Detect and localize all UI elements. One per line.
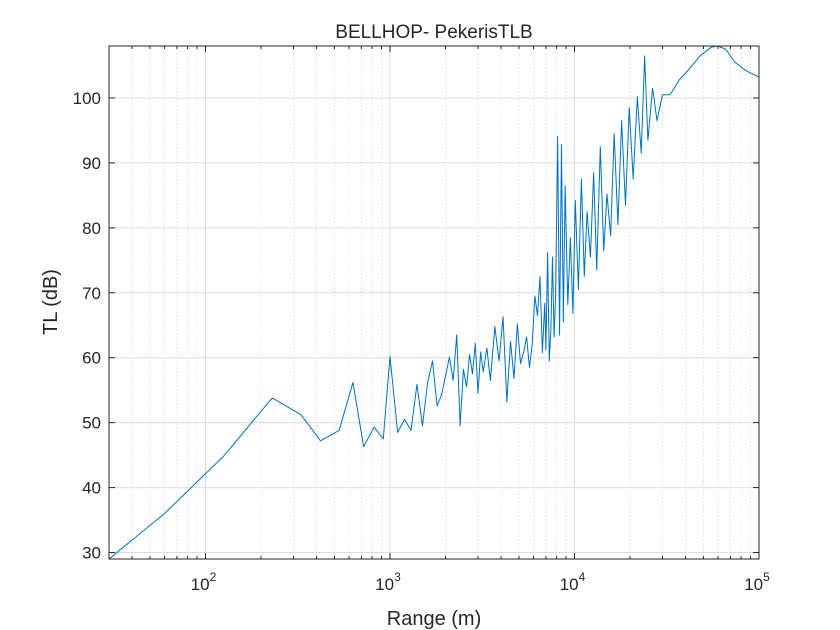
x-tick-labels: 102 103 104 105 — [191, 570, 770, 594]
x-tick-label: 104 — [560, 570, 586, 594]
y-tick-labels: 30 40 50 60 70 80 90 100 — [73, 89, 101, 563]
x-axis-label: Range (m) — [387, 608, 481, 630]
major-grid — [109, 46, 759, 559]
chart-title: BELLHOP- PekerisTLB — [335, 22, 532, 43]
y-axis-label: TL (dB) — [40, 269, 62, 335]
y-tick-label: 70 — [82, 284, 101, 303]
y-tick-label: 100 — [73, 89, 101, 108]
x-tick-label: 103 — [375, 570, 401, 594]
plot-area-frame — [108, 45, 760, 560]
y-tick-label: 60 — [82, 349, 101, 368]
minor-grid — [108, 46, 751, 559]
y-tick-label: 40 — [82, 479, 101, 498]
x-tick-label: 102 — [191, 570, 217, 594]
y-tick-label: 80 — [82, 219, 101, 238]
y-tick-label: 90 — [82, 154, 101, 173]
x-tick-label: 105 — [744, 570, 770, 594]
tick-marks — [108, 46, 760, 559]
plot-area-background — [109, 46, 759, 559]
y-tick-label: 50 — [82, 414, 101, 433]
y-tick-label: 30 — [82, 544, 101, 563]
tl-curve-line — [108, 45, 760, 560]
